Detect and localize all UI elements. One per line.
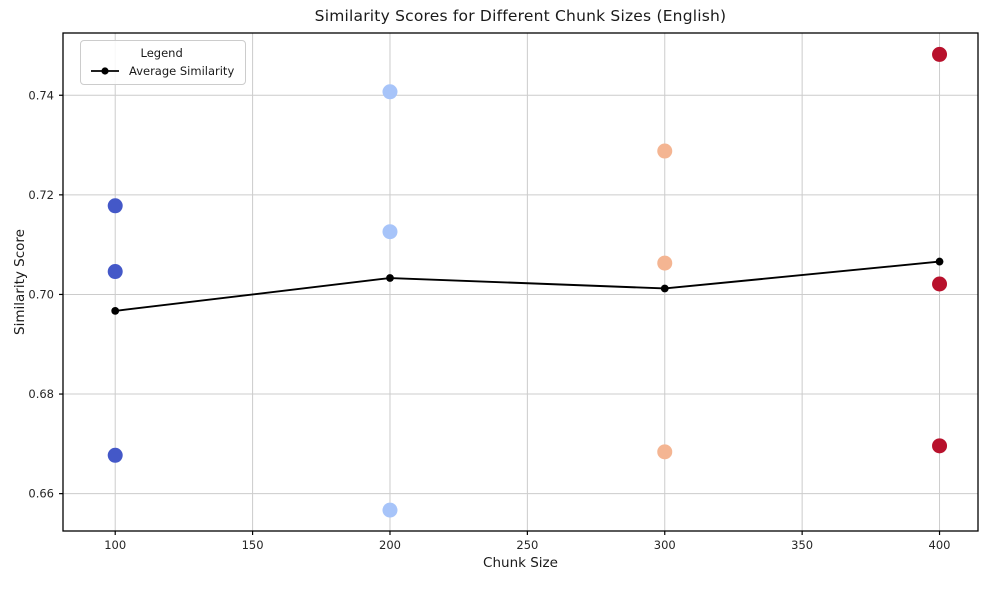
y-tick-label: 0.72: [28, 188, 54, 202]
average-point: [111, 306, 120, 315]
scatter-point: [382, 224, 398, 240]
y-tick-label: 0.74: [28, 88, 54, 102]
y-tick-label: 0.68: [28, 387, 54, 401]
average-point: [386, 274, 394, 282]
x-tick-label: 350: [791, 538, 813, 552]
average-point: [660, 284, 669, 293]
scatter-point: [382, 84, 398, 100]
scatter-point: [107, 198, 123, 214]
scatter-point: [382, 502, 398, 518]
scatter-point: [657, 143, 673, 159]
x-tick-label: 400: [929, 538, 951, 552]
legend: Legend Average Similarity: [80, 40, 247, 85]
x-tick-label: 150: [242, 538, 264, 552]
y-tick-label: 0.70: [28, 287, 54, 301]
scatter-point: [107, 264, 123, 280]
chart-title: Similarity Scores for Different Chunk Si…: [314, 7, 727, 25]
x-tick-label: 250: [516, 538, 538, 552]
scatter-point: [657, 444, 673, 460]
y-axis-label: Similarity Score: [12, 229, 28, 335]
scatter-point: [107, 447, 123, 463]
x-tick-label: 100: [104, 538, 126, 552]
average-similarity-line-dot-marker: [91, 67, 119, 75]
average-line: [115, 260, 940, 312]
x-axis-label: Chunk Size: [483, 555, 558, 571]
scatter-point: [657, 255, 673, 271]
scatter-point: [932, 276, 948, 292]
plot-border: [62, 32, 979, 532]
legend-entry-average-similarity: Average Similarity: [89, 64, 234, 78]
x-tick-label: 200: [379, 538, 401, 552]
scatter-point: [932, 438, 948, 454]
x-tick-label: 300: [654, 538, 676, 552]
legend-title: Legend: [140, 46, 183, 60]
legend-entry-label: Average Similarity: [129, 64, 235, 78]
average-point: [935, 257, 944, 266]
y-tick-label: 0.66: [28, 487, 54, 501]
scatter-point: [932, 46, 948, 62]
